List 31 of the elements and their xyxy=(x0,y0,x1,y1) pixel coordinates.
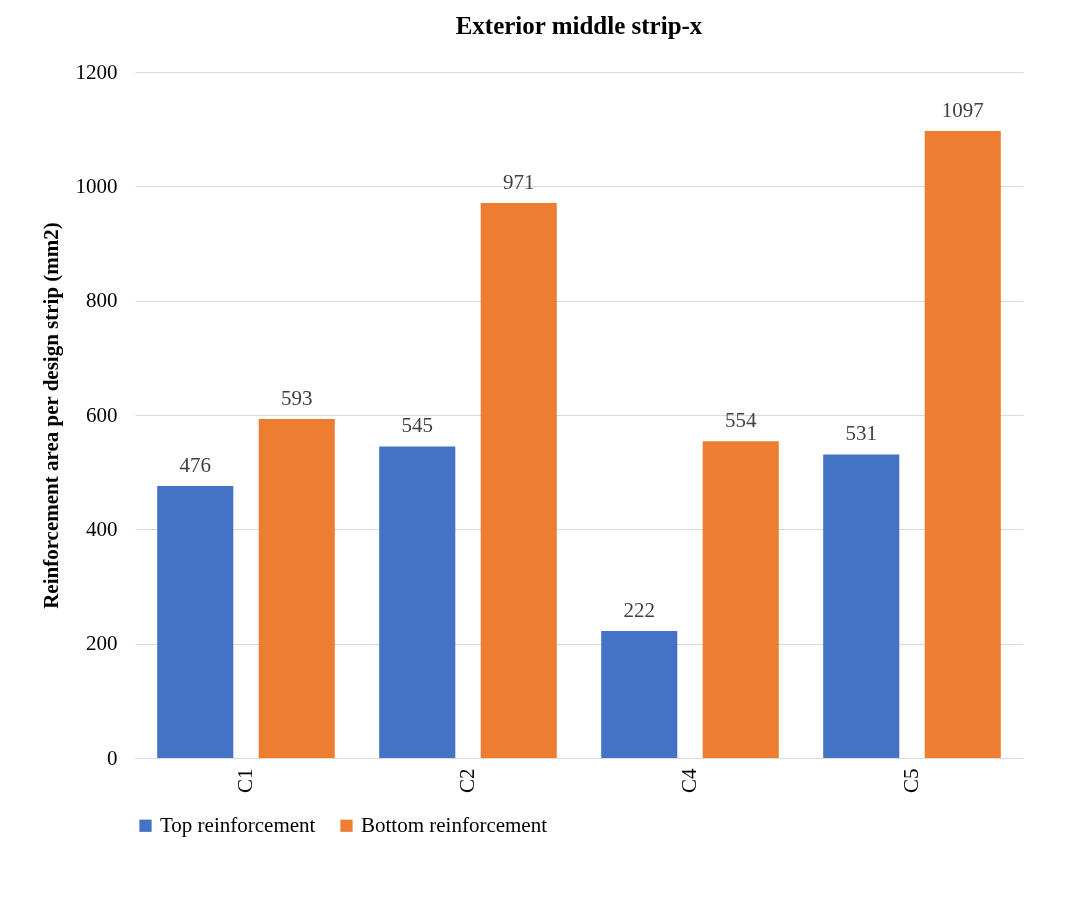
bar xyxy=(601,631,678,758)
y-tick-label: 0 xyxy=(107,745,118,770)
bar xyxy=(157,485,234,758)
data-label: 971 xyxy=(502,169,535,194)
y-tick-label: 400 xyxy=(86,516,118,541)
bar xyxy=(823,454,900,758)
x-tick-label: C2 xyxy=(455,768,479,794)
legend-label: Top reinforcement xyxy=(160,812,316,837)
x-tick-label: C4 xyxy=(677,768,701,794)
y-tick-label: 1000 xyxy=(75,173,118,198)
y-axis-title: Reinforcement area per design strip (mm2) xyxy=(38,222,63,609)
chart-title: Exterior middle strip-x xyxy=(455,12,703,39)
y-tick-label: 600 xyxy=(86,402,118,427)
bar xyxy=(924,130,1001,758)
data-label: 531 xyxy=(845,421,878,446)
y-tick-label: 200 xyxy=(86,631,118,656)
y-tick-label: 800 xyxy=(86,288,118,313)
data-label: 476 xyxy=(179,452,212,477)
legend-label: Bottom reinforcement xyxy=(361,812,548,837)
y-tick-label: 1200 xyxy=(75,59,118,84)
data-label: 1097 xyxy=(941,97,984,122)
data-label: 545 xyxy=(401,413,434,438)
x-tick-label: C1 xyxy=(233,768,257,794)
data-label: 593 xyxy=(280,386,313,410)
bar xyxy=(258,419,335,758)
bar xyxy=(480,202,557,758)
data-label: 222 xyxy=(623,598,656,623)
data-label: 554 xyxy=(724,408,757,433)
bar xyxy=(379,446,456,758)
x-tick-label: C5 xyxy=(899,768,923,794)
bar xyxy=(702,441,779,758)
